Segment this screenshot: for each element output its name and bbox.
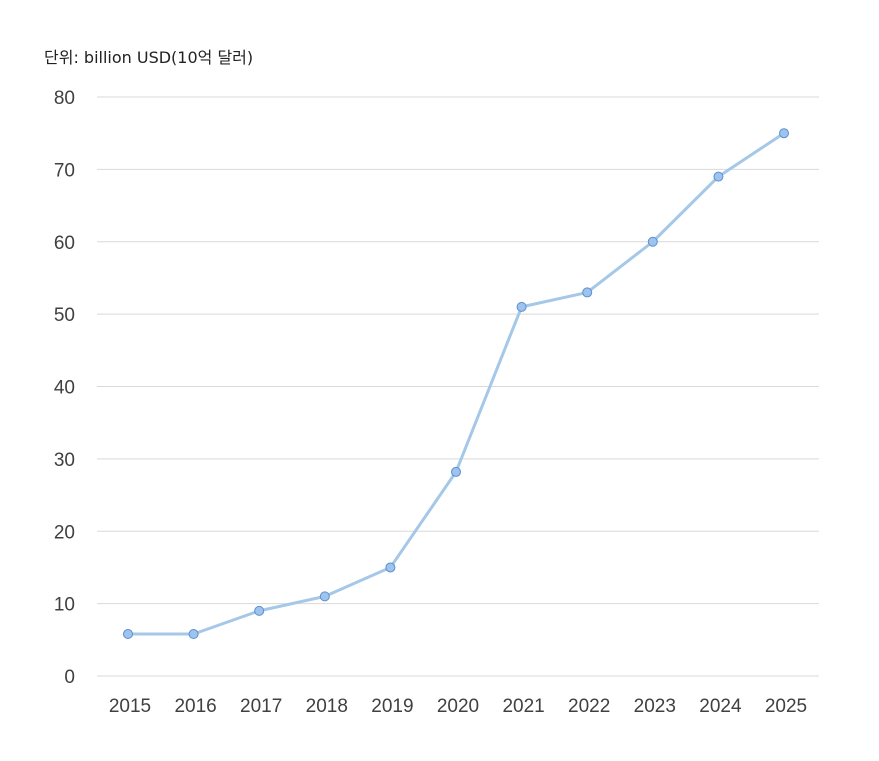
y-tick-label: 40 [54, 378, 75, 399]
y-tick-label: 50 [54, 305, 75, 326]
unit-label: 단위: billion USD(10억 달러) [44, 48, 254, 67]
data-point [516, 301, 527, 312]
data-point [451, 466, 461, 477]
x-tick-label: 2022 [568, 696, 610, 717]
x-tick-label: 2016 [174, 696, 216, 717]
data-point [188, 629, 199, 640]
x-tick-label: 2018 [306, 696, 348, 717]
data-point [713, 171, 724, 182]
x-tick-label: 2021 [502, 696, 544, 717]
x-tick-label: 2019 [371, 696, 413, 717]
x-axis-ticks: 2015 2016 2017 2018 2019 2020 2021 2022 2023 2024… [109, 696, 807, 717]
y-tick-label: 0 [64, 667, 75, 688]
y-tick-label: 60 [54, 233, 75, 254]
data-point [123, 629, 133, 640]
y-tick-label: 10 [54, 595, 75, 616]
data-point [647, 236, 658, 247]
series-layer [123, 128, 789, 640]
y-axis-ticks: 0 10 20 30 40 50 60 70 80 [54, 88, 75, 688]
y-tick-label: 20 [54, 522, 75, 543]
data-point [319, 591, 330, 602]
gridlines [97, 96, 819, 677]
y-tick-label: 80 [54, 88, 75, 109]
x-tick-label: 2025 [765, 696, 807, 717]
data-point [582, 287, 593, 298]
x-tick-label: 2023 [634, 696, 676, 717]
x-tick-label: 2024 [699, 696, 742, 717]
x-tick-label: 2015 [109, 696, 151, 717]
series-line [126, 131, 786, 636]
data-point [385, 562, 396, 573]
data-point [779, 128, 789, 139]
data-point [254, 605, 265, 616]
y-tick-label: 70 [54, 160, 75, 181]
x-tick-label: 2017 [240, 696, 282, 717]
x-tick-label: 2020 [437, 696, 479, 717]
y-tick-label: 30 [54, 450, 75, 471]
